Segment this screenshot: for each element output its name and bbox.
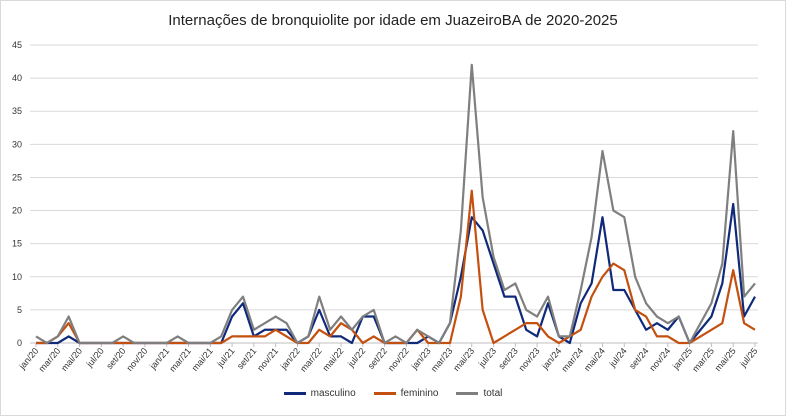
x-tick-label: nov/22 — [386, 346, 411, 373]
series-line-feminino — [36, 189, 756, 345]
x-tick-label: jul/24 — [607, 346, 629, 370]
legend-label: masculino — [310, 388, 356, 399]
y-tick-label: 40 — [12, 73, 22, 83]
legend-label: total — [483, 388, 503, 399]
x-tick-label: jul/21 — [214, 346, 236, 370]
x-tick-label: jul/25 — [737, 346, 759, 370]
x-tick-label: mar/24 — [560, 346, 586, 374]
legend: masculino feminino total — [0, 388, 786, 399]
x-tick-label: mai/20 — [59, 346, 84, 373]
y-tick-label: 5 — [17, 305, 22, 315]
x-tick-label: mar/22 — [298, 346, 324, 374]
x-tick-label: nov/23 — [517, 346, 542, 373]
x-tick-label: mai/23 — [451, 346, 476, 373]
chart-title: Internações de bronquiolite por idade em… — [168, 12, 618, 29]
legend-label: feminino — [400, 388, 439, 399]
x-tick-label: mai/21 — [190, 346, 215, 373]
legend-item-total: total — [456, 388, 502, 399]
x-tick-label: nov/20 — [124, 346, 149, 373]
legend-swatch — [373, 392, 396, 395]
x-tick-label: jul/20 — [84, 346, 106, 370]
y-tick-label: 45 — [12, 40, 22, 50]
y-tick-label: 30 — [12, 139, 22, 149]
series-line-total — [35, 63, 756, 345]
legend-item-feminino: feminino — [373, 388, 439, 399]
y-tick-label: 15 — [12, 239, 22, 249]
x-tick-label: mar/25 — [690, 346, 716, 374]
x-tick-label: mar/23 — [429, 346, 455, 374]
x-tick-label: jul/22 — [345, 346, 367, 370]
x-tick-label: mar/20 — [37, 346, 63, 374]
x-tick-label: mai/22 — [321, 346, 346, 373]
legend-item-masculino: masculino — [283, 388, 356, 399]
y-tick-label: 10 — [12, 272, 22, 282]
series-line-masculino — [36, 202, 756, 345]
x-tick-label: mai/24 — [582, 346, 607, 373]
y-tick-label: 25 — [12, 172, 22, 182]
x-tick-label: nov/21 — [255, 346, 280, 373]
x-tick-label: jul/23 — [476, 346, 498, 370]
legend-swatch — [283, 392, 306, 395]
x-tick-label: nov/24 — [647, 346, 672, 373]
y-tick-label: 0 — [17, 338, 22, 348]
y-tick-label: 20 — [12, 206, 22, 216]
x-tick-label: mai/25 — [713, 346, 738, 373]
legend-swatch — [456, 392, 479, 395]
y-tick-label: 35 — [12, 106, 22, 116]
x-tick-label: mar/21 — [167, 346, 193, 374]
